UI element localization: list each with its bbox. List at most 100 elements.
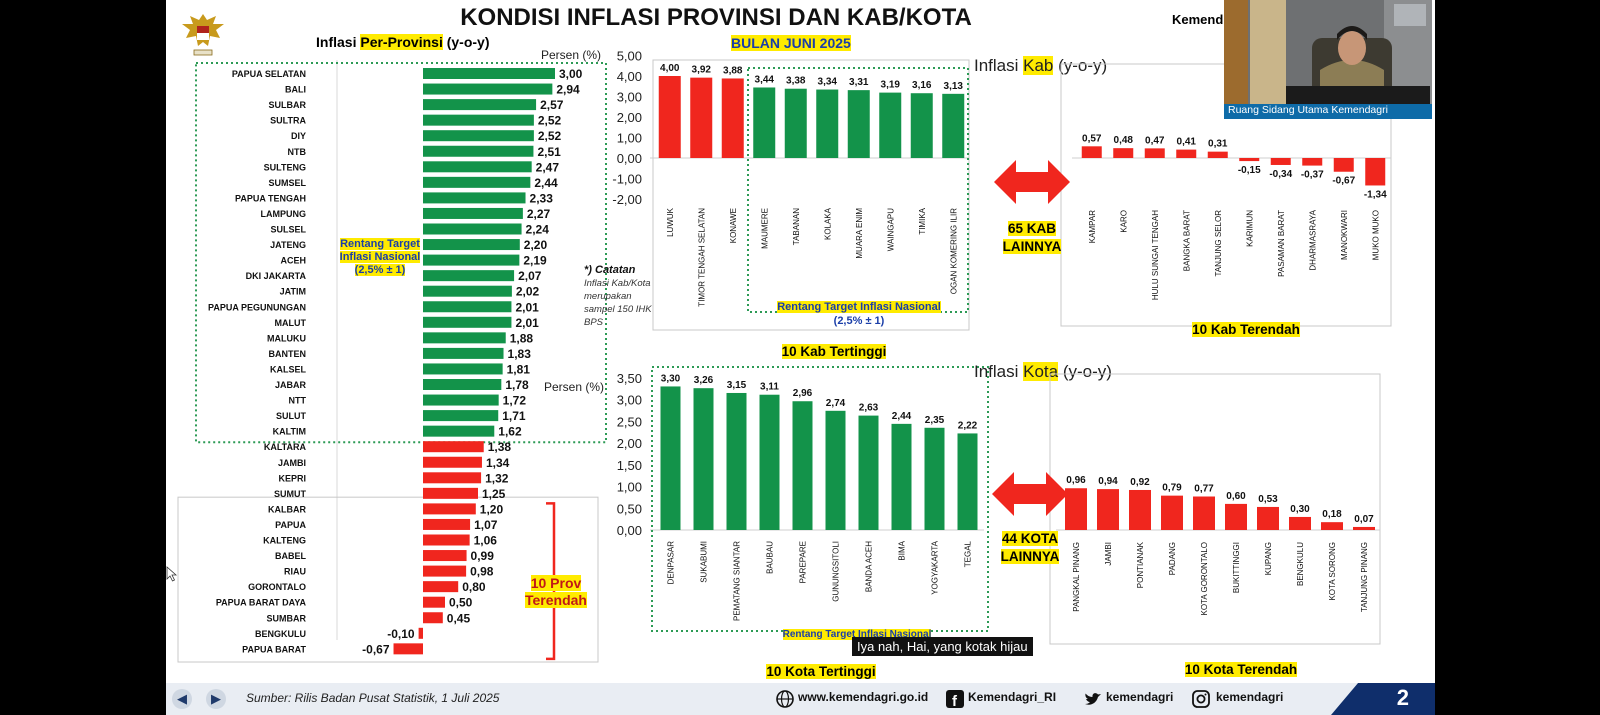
prov-target-line1: Rentang Target [340, 238, 420, 250]
kab-target-box [747, 67, 969, 313]
prov-category-label: BABEL [275, 551, 307, 561]
kab-high-value-label: 3,34 [818, 77, 838, 88]
kota-high-bar [726, 392, 747, 530]
prov-title-highlight: Per-Provinsi [360, 34, 443, 50]
prov-value-label: 3,00 [559, 67, 583, 81]
prov-value-label: 2,27 [527, 207, 551, 221]
prov-bar [423, 518, 471, 530]
kab-low-category-label: BANGKA BARAT [1182, 210, 1191, 271]
kota-low-value-label: 0,07 [1354, 514, 1374, 525]
kab-low-bar [1207, 151, 1228, 158]
kab-high-tick-label: 2,00 [617, 110, 642, 125]
prov-bar [423, 456, 482, 468]
kab-others-label: 65 KAB LAINNYA [984, 220, 1080, 256]
kab-title-post: (y-o-y) [1053, 56, 1108, 75]
prov-category-label: KEPRI [278, 473, 306, 483]
prov-target-box-label: Rentang Target Inflasi Nasional (2,5% ± … [334, 238, 426, 277]
kab-high-bar [879, 92, 902, 158]
kota-low-bar [1257, 506, 1279, 530]
kota-high-bar [957, 433, 978, 530]
kota-low-value-label: 0,53 [1258, 494, 1278, 505]
kab-low-category-label: KARIMUN [1245, 210, 1254, 247]
prov-bar [418, 627, 423, 639]
kab-high-bar [690, 77, 713, 158]
kota-target-label: Rentang Target Inflasi Nasional [762, 629, 952, 640]
prov-title-pre: Inflasi [316, 34, 361, 50]
kab-high-label: 10 Kab Tertinggi [764, 344, 904, 359]
kab-low-bar [1176, 149, 1197, 158]
svg-text:f: f [952, 693, 958, 708]
kab-low-category-label: TANJUNG SELOR [1214, 210, 1223, 277]
kota-high-category-label: YOGYAKARTA [931, 540, 940, 594]
globe-icon [776, 690, 794, 708]
prov-value-label: 2,07 [518, 269, 542, 283]
mouse-cursor-icon [166, 566, 178, 582]
kab-high-value-label: 3,88 [723, 65, 743, 76]
prov-bar [423, 581, 459, 593]
prov-value-label: 0,50 [449, 596, 473, 610]
prov-value-label: 2,24 [526, 223, 550, 237]
prov-category-label: JATENG [270, 240, 306, 250]
prov-bottom-box [177, 496, 599, 663]
prov-bar [423, 363, 503, 375]
prov-bar [423, 176, 531, 188]
prov-bar [423, 99, 537, 111]
prov-bar [423, 379, 502, 390]
note-body: Inflasi Kab/Kota merupakan sampel 150 IH… [584, 278, 652, 328]
prov-category-label: PAPUA PEGUNUNGAN [208, 302, 306, 312]
kab-low-bar [1270, 158, 1291, 165]
kab-high-category-label: MAUMERE [760, 208, 769, 249]
kab-high-category-label: WAINGAPU [886, 208, 895, 251]
prov-value-label: 1,34 [486, 456, 510, 470]
prov-value-label: 2,02 [516, 285, 540, 299]
prov-category-label: MALUT [275, 318, 307, 328]
kota-high-value-label: 2,35 [925, 415, 945, 426]
kab-high-bar [658, 76, 681, 158]
prov-value-label: 2,52 [538, 114, 562, 128]
prov-category-label: PAPUA SELATAN [232, 69, 306, 79]
prov-category-label: JATIM [280, 287, 306, 297]
prov-value-label: 1,88 [510, 331, 534, 345]
kab-low-value-label: 0,31 [1208, 139, 1228, 150]
prov-category-label: SULBAR [269, 100, 307, 110]
prov-unit-label: Persen (%) [541, 48, 602, 62]
kota-high-bar [693, 388, 714, 530]
next-slide-button[interactable]: ▶ [206, 689, 226, 709]
prov-value-label: 1,06 [474, 534, 498, 548]
prov-category-label: SUMUT [274, 489, 306, 499]
facebook-text: Kemendagri_RI [968, 690, 1057, 704]
prov-bar [423, 316, 512, 328]
kab-section-title: Inflasi Kab (y-o-y) [974, 56, 1107, 76]
prov-bar [423, 130, 534, 142]
kab-low-category-label: HULU SUNGAI TENGAH [1151, 210, 1160, 300]
kab-title-highlight: Kab [1023, 56, 1054, 75]
prov-value-label: 2,19 [523, 254, 547, 268]
prov-category-label: BENGKULU [255, 629, 306, 639]
kota-high-category-label: PAREPARE [799, 541, 808, 583]
kab-high-tick-label: -2,00 [612, 192, 642, 207]
prov-bar [423, 441, 484, 453]
prov-value-label: 0,99 [471, 549, 495, 563]
prov-category-label: KALTARA [264, 442, 307, 452]
prov-bar [423, 83, 553, 95]
kota-high-value-label: 2,63 [859, 403, 879, 414]
page-number: 2 [1331, 683, 1435, 715]
prov-title-post: (y-o-y) [442, 34, 490, 50]
prov-category-label: BALI [285, 85, 306, 95]
video-feed-overlay: Ruang Sidang Utama Kemendagri [1224, 0, 1432, 119]
prev-slide-button[interactable]: ◀ [172, 689, 192, 709]
prov-value-label: 1,38 [488, 440, 512, 454]
kab-high-category-label: TABANAN [792, 208, 801, 245]
prov-bar [423, 239, 520, 251]
kab-low-bar [1239, 158, 1260, 162]
kota-high-value-label: 3,15 [727, 380, 747, 391]
prov-value-label: 1,81 [507, 362, 531, 376]
kab-high-value-label: 3,92 [692, 65, 712, 76]
prov-value-label: 2,33 [530, 191, 554, 205]
kab-low-category-label: MUKO MUKO [1371, 210, 1380, 260]
prov-value-label: 1,25 [482, 487, 506, 501]
kota-high-bar-chart: 3,50 3,00 2,50 2,00 1,50 1,00 0,50 0,00 3,30 DENP… [617, 366, 989, 632]
kota-low-bar [1161, 495, 1183, 530]
kab-high-category-label: KOLAKA [823, 207, 832, 240]
prov-category-label: NTB [288, 147, 307, 157]
